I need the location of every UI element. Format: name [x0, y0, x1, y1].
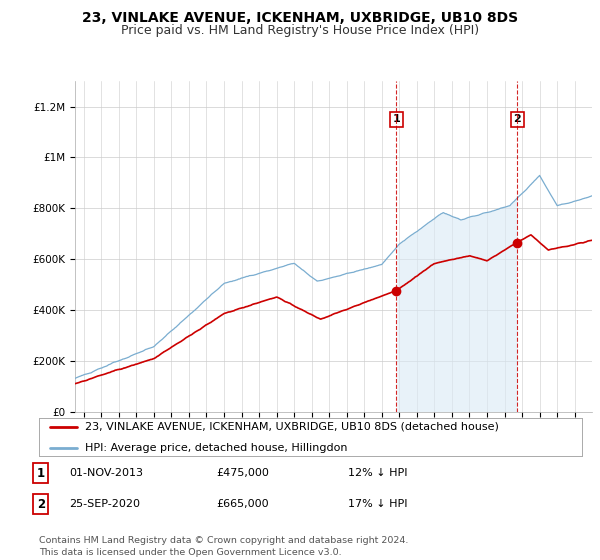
Text: 12% ↓ HPI: 12% ↓ HPI: [348, 468, 407, 478]
Text: 23, VINLAKE AVENUE, ICKENHAM, UXBRIDGE, UB10 8DS (detached house): 23, VINLAKE AVENUE, ICKENHAM, UXBRIDGE, …: [85, 422, 499, 432]
Text: £665,000: £665,000: [216, 499, 269, 509]
Text: Price paid vs. HM Land Registry's House Price Index (HPI): Price paid vs. HM Land Registry's House …: [121, 24, 479, 36]
Text: HPI: Average price, detached house, Hillingdon: HPI: Average price, detached house, Hill…: [85, 443, 347, 453]
Text: £475,000: £475,000: [216, 468, 269, 478]
Text: Contains HM Land Registry data © Crown copyright and database right 2024.
This d: Contains HM Land Registry data © Crown c…: [39, 536, 409, 557]
Text: 01-NOV-2013: 01-NOV-2013: [69, 468, 143, 478]
Text: 25-SEP-2020: 25-SEP-2020: [69, 499, 140, 509]
Text: 1: 1: [37, 466, 45, 480]
Text: 1: 1: [392, 114, 400, 124]
Text: 2: 2: [514, 114, 521, 124]
Text: 17% ↓ HPI: 17% ↓ HPI: [348, 499, 407, 509]
Text: 23, VINLAKE AVENUE, ICKENHAM, UXBRIDGE, UB10 8DS: 23, VINLAKE AVENUE, ICKENHAM, UXBRIDGE, …: [82, 11, 518, 25]
Text: 2: 2: [37, 497, 45, 511]
